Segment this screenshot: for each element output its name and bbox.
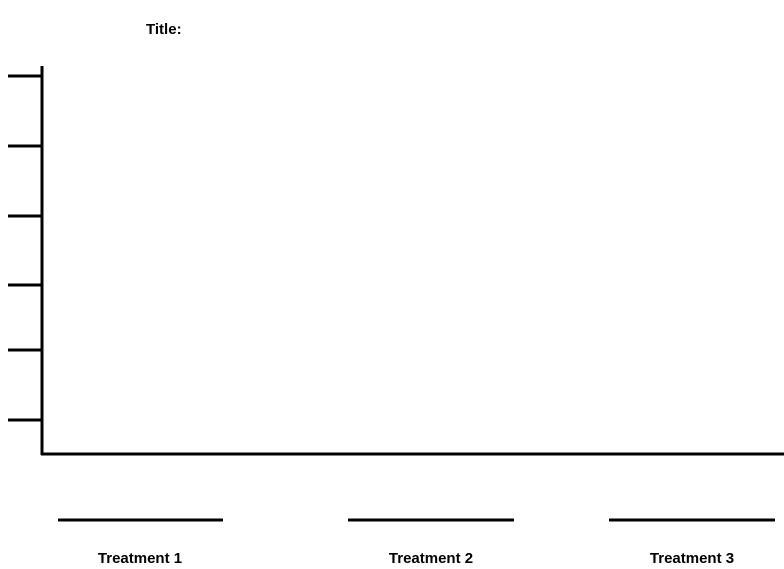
category-label-3: Treatment 3 — [650, 550, 734, 567]
title-label: Title: — [146, 21, 182, 38]
category-slots: Treatment 1 Treatment 2 Treatment 3 — [58, 518, 775, 567]
category-label-2: Treatment 2 — [389, 550, 473, 567]
category-label-1: Treatment 1 — [98, 550, 182, 567]
y-tick-marks — [8, 74, 42, 422]
